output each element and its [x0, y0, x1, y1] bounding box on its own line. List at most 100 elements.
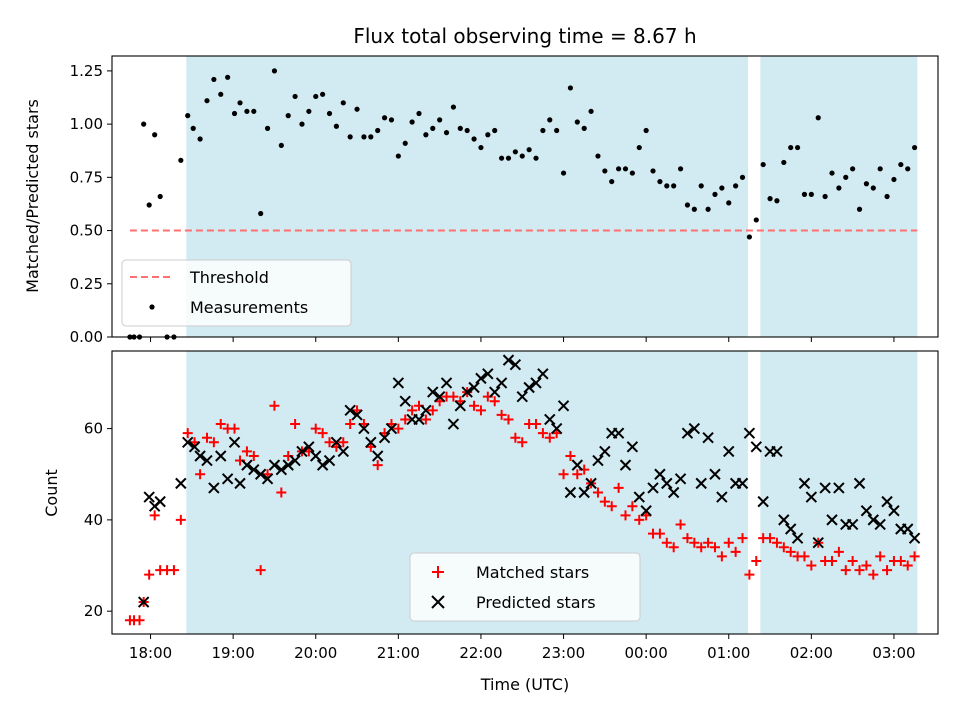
measurement-point — [898, 161, 904, 168]
measurement-point — [443, 130, 450, 136]
predicted-star-point — [330, 436, 343, 448]
measurement-point — [251, 108, 257, 114]
measurement-point — [636, 144, 642, 151]
matched-star-point — [613, 482, 624, 493]
predicted-star-point — [440, 377, 453, 389]
matched-star-point — [175, 514, 186, 525]
matched-star-point — [310, 423, 321, 434]
measurement-point — [753, 217, 759, 223]
measurement-point — [856, 206, 863, 212]
predicted-star-point — [433, 390, 446, 403]
measurement-point — [478, 144, 484, 151]
count-panel: 20 40 60 18:00 19:00 20:00 21:00 22:00 23:00 00:… — [42, 350, 939, 694]
measurement-point — [278, 142, 284, 149]
measurement-point — [877, 166, 883, 172]
ratio-panel-frame — [111, 55, 939, 338]
observing-window — [760, 351, 918, 634]
predicted-star-point — [571, 459, 584, 471]
predicted-star-point — [578, 486, 590, 499]
predicted-star-point — [592, 454, 604, 467]
matched-star-point — [338, 437, 349, 448]
measurement-point — [231, 110, 238, 117]
predicted-star-point — [888, 505, 900, 517]
matched-star-point — [675, 519, 686, 530]
predicted-star-point — [619, 459, 632, 471]
measurement-point — [781, 159, 787, 166]
predicted-star-point — [612, 427, 625, 439]
predicted-star-point — [201, 454, 213, 467]
predicted-star-point — [316, 459, 329, 471]
matched-star-point — [208, 437, 219, 448]
predicted-star-point — [599, 445, 611, 458]
measurement-point — [622, 166, 629, 172]
measurement-point — [285, 113, 291, 119]
predicted-star-point — [791, 532, 804, 544]
measurement-point — [609, 178, 615, 185]
predicted-star-point — [778, 514, 790, 526]
x-tick-label: 01:00 — [707, 644, 750, 662]
predicted-star-point — [908, 532, 921, 544]
measurement-point — [588, 108, 594, 114]
predicted-star-point — [275, 463, 288, 476]
measurement-point — [801, 191, 808, 197]
measurement-point — [794, 144, 801, 151]
matched-star-point — [489, 396, 500, 407]
predicted-star-point — [881, 495, 893, 508]
predicted-star-point — [544, 413, 556, 426]
predicted-star-point — [399, 395, 411, 407]
matched-star-point — [201, 432, 212, 443]
matched-star-point — [847, 555, 858, 566]
x-tick-label: 03:00 — [872, 644, 915, 662]
observing-window — [760, 56, 918, 337]
matched-star-point — [168, 565, 179, 576]
measurement-point — [629, 170, 635, 176]
measurement-point — [190, 125, 196, 131]
x-axis-label: Time (UTC) — [480, 675, 569, 694]
matched-star-point — [895, 555, 906, 566]
y-tick-label: 20 — [84, 602, 103, 620]
measurement-point — [519, 153, 525, 159]
matched-star-point — [861, 560, 872, 571]
predicted-star-point — [175, 477, 187, 490]
predicted-star-point — [351, 409, 363, 421]
matched-star-point — [778, 542, 789, 553]
predicted-star-point — [234, 477, 246, 490]
predicted-star-point — [385, 422, 398, 435]
predicted-star-point — [420, 404, 432, 417]
matched-star-point — [544, 432, 555, 443]
measurement-point — [788, 144, 794, 151]
measurement-point — [547, 117, 553, 123]
predicted-star-point — [633, 491, 645, 503]
x-tick-label: 02:00 — [790, 644, 833, 662]
measurement-point — [388, 117, 395, 123]
measurement-point — [560, 170, 567, 176]
measurement-point — [698, 183, 704, 189]
y-tick-label: 0.00 — [70, 328, 103, 346]
matched-star-point — [345, 419, 356, 430]
measurement-point — [430, 125, 436, 131]
count-y-axis-label: Count — [42, 469, 61, 517]
matched-star-point — [875, 551, 886, 562]
predicted-star-point — [585, 477, 597, 490]
measurement-point — [146, 202, 152, 208]
predicted-star-point — [454, 400, 467, 412]
predicted-star-point — [337, 445, 349, 458]
measurement-point — [313, 93, 319, 100]
measurement-point — [471, 136, 477, 142]
measurement-point — [691, 206, 697, 212]
matched-star-point — [537, 428, 548, 439]
count-panel-frame — [111, 350, 939, 635]
matched-star-point — [248, 450, 259, 461]
measurement-point — [808, 191, 814, 197]
measurement-point — [299, 121, 305, 127]
measurements-legend-swatch — [149, 304, 155, 310]
predicted-star-point — [867, 514, 880, 526]
ratio-panel: 0.00 0.25 0.50 0.75 1.00 1.25 Matched/Predict… — [23, 55, 939, 346]
matched-star-point — [149, 510, 160, 521]
measurement-point — [533, 155, 539, 161]
x-tick-label: 23:00 — [542, 644, 585, 662]
measurement-point — [218, 91, 224, 97]
measurement-point — [485, 132, 491, 138]
matched-star-point — [469, 400, 480, 411]
threshold-legend-label: Threshold — [189, 268, 269, 287]
